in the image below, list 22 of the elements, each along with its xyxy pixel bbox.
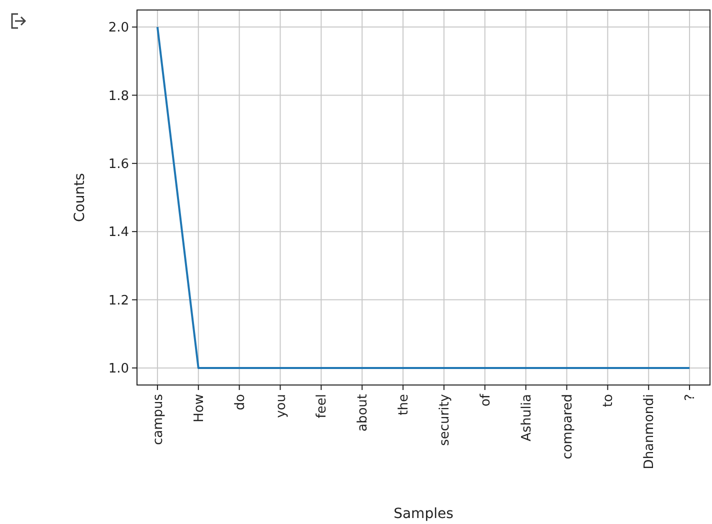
x-tick-label: Dhanmondi <box>642 394 658 470</box>
x-tick-label: Ashulia <box>519 394 534 442</box>
x-tick-label: feel <box>314 394 330 418</box>
y-axis-title: Counts <box>72 173 88 222</box>
x-tick-label: How <box>192 394 207 422</box>
x-tick-label: security <box>438 394 453 446</box>
x-tick-label: about <box>356 394 371 432</box>
y-tick-label: 1.8 <box>108 88 129 104</box>
y-tick-label: 1.6 <box>108 156 129 172</box>
x-axis-title: Samples <box>394 506 454 522</box>
y-tick-label: 1.4 <box>108 225 129 240</box>
x-tick-label: the <box>396 394 412 416</box>
y-tick-label: 1.0 <box>108 362 129 377</box>
x-tick-label: you <box>274 394 289 418</box>
y-tick-label: 2.0 <box>108 20 129 36</box>
x-tick-label: to <box>601 394 616 408</box>
x-tick-label: do <box>232 394 248 410</box>
x-tick-label: campus <box>151 394 166 446</box>
x-tick-label: of <box>478 394 494 407</box>
x-tick-label: ? <box>683 394 698 401</box>
x-tick-label: compared <box>560 394 576 460</box>
y-tick-label: 1.2 <box>108 293 129 308</box>
